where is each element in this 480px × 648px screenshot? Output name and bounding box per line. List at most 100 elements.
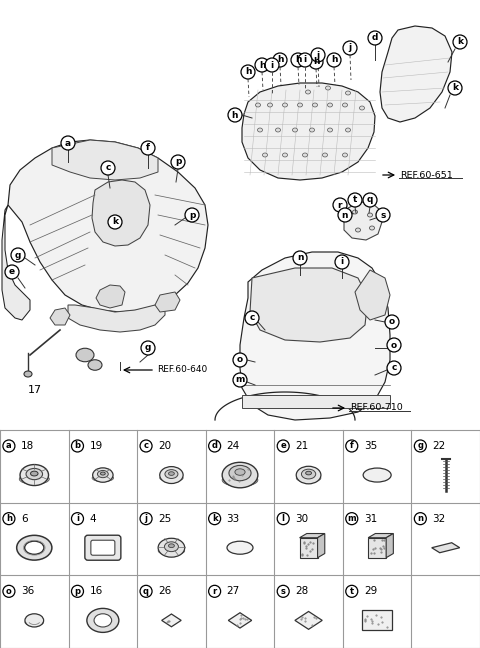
Ellipse shape bbox=[92, 474, 114, 481]
Polygon shape bbox=[50, 308, 70, 325]
Text: g: g bbox=[145, 343, 151, 353]
Text: e: e bbox=[9, 268, 15, 277]
Circle shape bbox=[241, 65, 255, 79]
Circle shape bbox=[72, 513, 84, 525]
Circle shape bbox=[141, 141, 155, 155]
Circle shape bbox=[72, 585, 84, 597]
Text: 27: 27 bbox=[227, 586, 240, 596]
Ellipse shape bbox=[229, 465, 251, 481]
Ellipse shape bbox=[26, 469, 43, 480]
Text: j: j bbox=[316, 51, 320, 60]
Polygon shape bbox=[155, 292, 180, 312]
Polygon shape bbox=[300, 538, 318, 558]
Ellipse shape bbox=[370, 226, 374, 230]
Text: h: h bbox=[232, 111, 238, 119]
Text: m: m bbox=[348, 514, 356, 523]
Text: 22: 22 bbox=[432, 441, 445, 451]
Text: 26: 26 bbox=[158, 586, 171, 596]
Circle shape bbox=[140, 585, 152, 597]
Text: k: k bbox=[112, 218, 118, 227]
Circle shape bbox=[141, 341, 155, 355]
Ellipse shape bbox=[158, 546, 185, 555]
Text: q: q bbox=[367, 196, 373, 205]
Text: g: g bbox=[15, 251, 21, 259]
Circle shape bbox=[277, 440, 289, 452]
Ellipse shape bbox=[227, 541, 253, 554]
Polygon shape bbox=[162, 614, 181, 627]
Text: i: i bbox=[340, 257, 344, 266]
Circle shape bbox=[3, 440, 15, 452]
Circle shape bbox=[309, 55, 323, 69]
Text: f: f bbox=[350, 441, 354, 450]
Ellipse shape bbox=[352, 210, 358, 214]
Ellipse shape bbox=[97, 470, 108, 478]
Text: j: j bbox=[144, 514, 147, 523]
Text: d: d bbox=[372, 34, 378, 43]
Ellipse shape bbox=[360, 106, 364, 110]
Ellipse shape bbox=[20, 465, 48, 485]
Text: h: h bbox=[259, 60, 265, 69]
Text: 35: 35 bbox=[364, 441, 377, 451]
Text: d: d bbox=[212, 441, 217, 450]
Text: 21: 21 bbox=[295, 441, 309, 451]
Circle shape bbox=[61, 136, 75, 150]
Ellipse shape bbox=[327, 103, 333, 107]
Text: 19: 19 bbox=[89, 441, 103, 451]
Circle shape bbox=[343, 41, 357, 55]
Circle shape bbox=[233, 373, 247, 387]
Ellipse shape bbox=[306, 471, 312, 475]
Polygon shape bbox=[344, 202, 382, 240]
Circle shape bbox=[72, 440, 84, 452]
Polygon shape bbox=[386, 533, 393, 558]
Text: i: i bbox=[303, 56, 307, 65]
Polygon shape bbox=[242, 395, 390, 408]
Text: b: b bbox=[74, 441, 81, 450]
Ellipse shape bbox=[302, 153, 308, 157]
Text: t: t bbox=[350, 587, 354, 596]
Text: r: r bbox=[338, 200, 342, 209]
Ellipse shape bbox=[24, 541, 44, 554]
Text: c: c bbox=[144, 441, 148, 450]
Text: c: c bbox=[391, 364, 396, 373]
Polygon shape bbox=[318, 533, 325, 558]
Polygon shape bbox=[2, 205, 30, 320]
Text: p: p bbox=[74, 587, 81, 596]
Text: h: h bbox=[6, 514, 12, 523]
FancyBboxPatch shape bbox=[91, 540, 115, 555]
Polygon shape bbox=[8, 140, 208, 312]
Ellipse shape bbox=[296, 474, 321, 482]
Circle shape bbox=[291, 53, 305, 67]
Circle shape bbox=[414, 440, 426, 452]
Circle shape bbox=[255, 58, 269, 72]
Text: o: o bbox=[389, 318, 395, 327]
Ellipse shape bbox=[267, 103, 273, 107]
Text: n: n bbox=[297, 253, 303, 262]
Text: h: h bbox=[295, 56, 301, 65]
Polygon shape bbox=[368, 538, 386, 558]
Text: REF.60-710: REF.60-710 bbox=[350, 404, 403, 413]
Ellipse shape bbox=[17, 535, 52, 560]
Ellipse shape bbox=[283, 153, 288, 157]
Ellipse shape bbox=[292, 128, 298, 132]
Polygon shape bbox=[52, 140, 158, 180]
Text: 24: 24 bbox=[227, 441, 240, 451]
Text: REF.60-640: REF.60-640 bbox=[157, 365, 207, 375]
Text: k: k bbox=[212, 514, 217, 523]
Polygon shape bbox=[295, 612, 322, 629]
Circle shape bbox=[363, 193, 377, 207]
Circle shape bbox=[346, 440, 358, 452]
Ellipse shape bbox=[88, 360, 102, 370]
Polygon shape bbox=[96, 285, 125, 308]
Text: a: a bbox=[6, 441, 12, 450]
Polygon shape bbox=[380, 26, 452, 122]
Text: o: o bbox=[391, 340, 397, 349]
Text: h: h bbox=[313, 58, 319, 67]
Ellipse shape bbox=[263, 153, 267, 157]
Text: c: c bbox=[105, 163, 111, 172]
Text: 31: 31 bbox=[364, 514, 377, 524]
Circle shape bbox=[453, 35, 467, 49]
Circle shape bbox=[140, 440, 152, 452]
Text: 32: 32 bbox=[432, 514, 445, 524]
Ellipse shape bbox=[343, 153, 348, 157]
Circle shape bbox=[387, 361, 401, 375]
